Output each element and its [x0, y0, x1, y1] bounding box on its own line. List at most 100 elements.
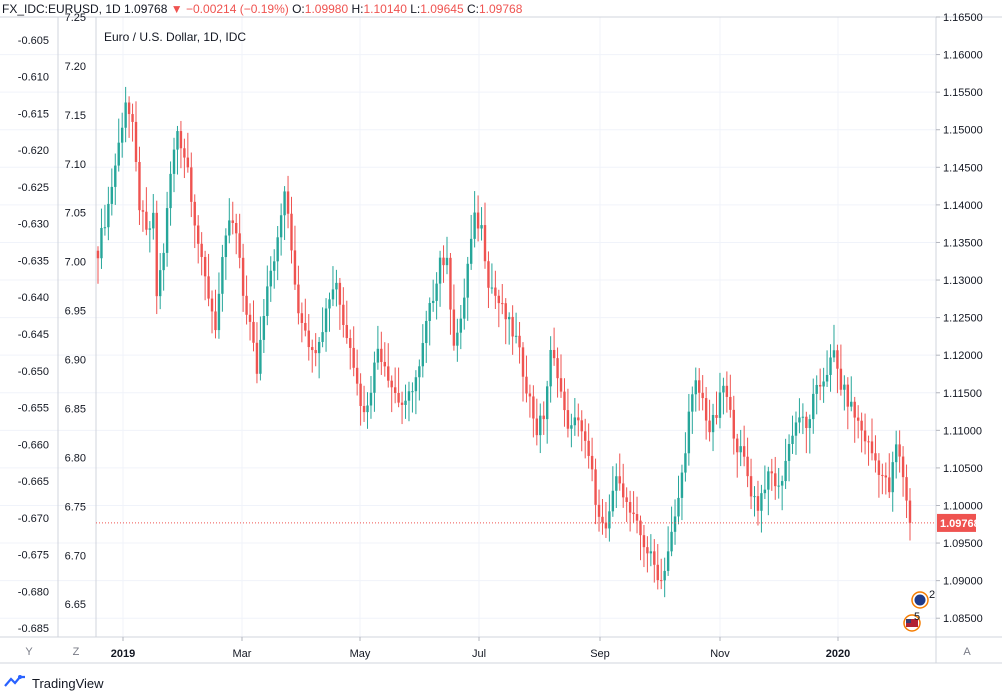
- time-axis[interactable]: 2019 Mar May Jul Sep Nov 2020: [111, 637, 850, 660]
- right-axis-label: 1.13500: [943, 237, 983, 249]
- candle-body: [286, 191, 290, 214]
- symbol-name[interactable]: FX_IDC:EURUSD, 1D: [2, 2, 121, 16]
- candle-body: [359, 383, 362, 406]
- outer-axis-label: -0.685: [18, 623, 49, 635]
- candle-body: [210, 298, 214, 312]
- candle-body: [414, 377, 418, 392]
- candle-body: [397, 393, 400, 403]
- candle-body: [387, 366, 390, 381]
- candle-body: [722, 385, 725, 393]
- candle-body: [369, 392, 373, 406]
- right-axis-label: 1.11500: [943, 388, 982, 400]
- candle-body: [646, 547, 649, 554]
- candle-body: [141, 210, 145, 212]
- candle-body: [622, 483, 625, 498]
- last-price-tag: [937, 513, 976, 532]
- outer-axis-label: -0.650: [18, 366, 49, 378]
- y-axis-button[interactable]: Y: [25, 646, 33, 658]
- candle-body: [383, 361, 386, 367]
- candle-body: [901, 456, 905, 478]
- candle-body: [494, 287, 497, 296]
- inner-axis-label: 7.05: [65, 208, 86, 220]
- right-axis-label: 1.08500: [943, 613, 983, 625]
- auto-scale-button[interactable]: A: [963, 646, 971, 658]
- candle-body: [711, 414, 715, 433]
- outer-axis-label: -0.635: [18, 255, 49, 267]
- close-value: 1.09768: [478, 2, 523, 16]
- candle-body: [321, 332, 324, 342]
- candle-body: [331, 289, 335, 300]
- candle-body: [390, 380, 393, 388]
- brand-name[interactable]: TradingView: [32, 676, 104, 691]
- right-axis-label: 1.15500: [943, 87, 983, 99]
- low-value: 1.09645: [420, 2, 464, 16]
- event-badges[interactable]: 25: [903, 589, 935, 632]
- candle-body: [473, 212, 476, 239]
- outer-axis-label: -0.615: [18, 108, 49, 120]
- candle-body: [839, 368, 843, 390]
- candle-body: [680, 472, 684, 498]
- triangle-down-icon: ▼: [170, 2, 183, 16]
- candle-body: [259, 339, 262, 374]
- candle-body: [604, 522, 608, 529]
- candle-body: [197, 225, 200, 244]
- candle-body: [888, 477, 891, 493]
- candle-body: [238, 233, 241, 258]
- candle-body: [881, 474, 884, 476]
- candle-body: [255, 342, 259, 374]
- candle-body: [355, 367, 359, 384]
- candle-body: [660, 580, 663, 582]
- candle-body: [203, 256, 207, 277]
- candle-body: [431, 300, 435, 304]
- candle-body: [763, 489, 767, 494]
- candle-body: [780, 481, 784, 486]
- candle-body: [279, 215, 283, 238]
- candle-body: [843, 384, 846, 390]
- candle-body: [131, 114, 134, 122]
- candle-body: [684, 453, 687, 473]
- candle-body: [590, 455, 594, 470]
- candle-body: [297, 284, 300, 314]
- candle-body: [134, 121, 138, 162]
- last-price-label: 1.09768: [940, 518, 980, 530]
- candle-body: [777, 485, 780, 487]
- candle-body: [193, 201, 196, 226]
- candle-body: [507, 316, 511, 320]
- candle-body: [245, 295, 248, 315]
- candle-body: [618, 476, 621, 484]
- candle-body: [186, 157, 190, 168]
- candle-body: [435, 283, 438, 301]
- candle-body: [753, 496, 756, 498]
- z-axis-button[interactable]: Z: [72, 646, 80, 658]
- candle-body: [380, 348, 383, 362]
- candle-body: [283, 191, 286, 216]
- candle-body: [518, 335, 521, 348]
- candle-body: [311, 347, 314, 351]
- outer-axis-label: -0.620: [18, 145, 49, 157]
- candle-body: [501, 303, 504, 305]
- candle-body: [404, 400, 407, 405]
- candle-body: [756, 496, 760, 511]
- candle-body: [850, 401, 853, 407]
- candle-body: [691, 394, 694, 412]
- inner-axis-label: 6.90: [65, 355, 86, 367]
- footer: TradingView: [4, 674, 104, 694]
- candle-body: [393, 387, 397, 394]
- flag-us-icon: 5: [903, 611, 921, 632]
- candle-body: [746, 456, 749, 477]
- candle-body: [708, 420, 711, 433]
- candle-body: [559, 378, 563, 392]
- candle-body: [635, 514, 639, 521]
- tradingview-logo-icon[interactable]: [4, 674, 26, 694]
- candle-body: [535, 418, 539, 436]
- candle-body: [525, 376, 528, 394]
- candle-body: [511, 316, 514, 337]
- candle-body: [231, 220, 234, 223]
- right-price-axis[interactable]: 1.16500 1.16000 1.15500 1.15000 1.14500 1.140…: [936, 12, 983, 625]
- close-label: C:: [466, 2, 479, 16]
- right-axis-label: 1.10500: [943, 463, 983, 475]
- candle-body: [207, 276, 210, 299]
- badge-count: 5: [914, 611, 920, 623]
- symbol-header: FX_IDC:EURUSD, 1D 1.09768 ▼ −0.00214 (−0…: [2, 0, 522, 18]
